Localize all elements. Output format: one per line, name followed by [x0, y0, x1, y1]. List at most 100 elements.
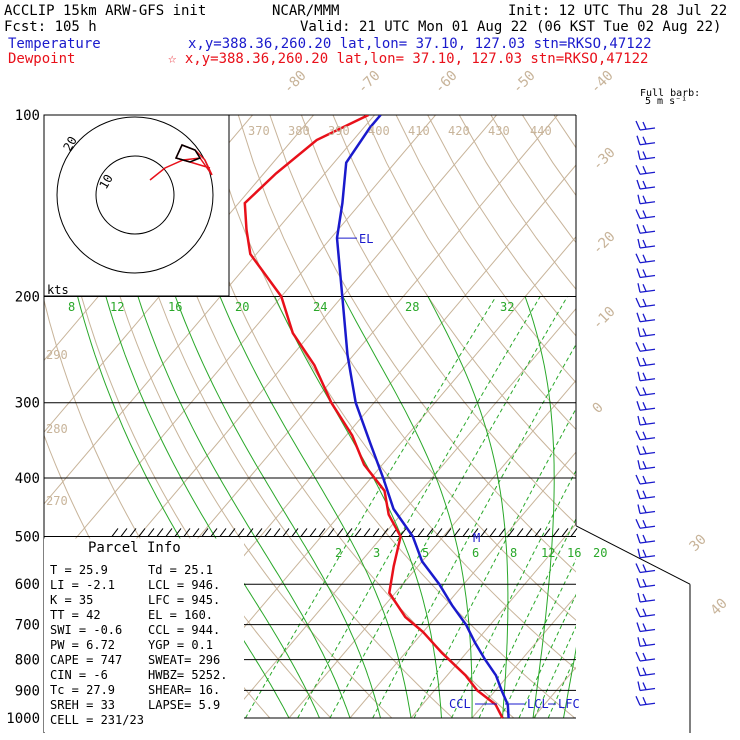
parcel-info-row: Td = 25.1 [148, 563, 213, 577]
parcel-info-row: YGP = 0.1 [148, 638, 213, 652]
wind-barb-flag [636, 578, 641, 588]
wind-barb-flag [642, 475, 647, 484]
wind-barb-flag [642, 696, 647, 705]
pressure-tick-label: 100 [15, 108, 40, 124]
wind-barb [639, 481, 656, 485]
wind-barb [639, 437, 656, 441]
wind-barb-flag [642, 224, 647, 233]
wind-barb [639, 628, 656, 633]
hatch-mark [309, 528, 317, 537]
wind-barb [639, 422, 656, 426]
pressure-tick-label: 700 [15, 618, 40, 634]
hatch-mark [570, 528, 578, 537]
pressure-tick-label: 1000 [6, 711, 40, 727]
wind-barb [639, 496, 656, 500]
wind-barb-flag [636, 224, 641, 234]
wind-barb-flag [636, 312, 641, 322]
wind-barb-flag [642, 195, 647, 204]
wind-barb-flag [636, 445, 641, 455]
wind-barb-flag [637, 371, 641, 381]
wind-barb [639, 540, 656, 544]
hodograph-ring-outer [56, 116, 214, 274]
wind-barb-flag [642, 505, 647, 513]
isotherm-line [594, 115, 740, 718]
barb-key-title: Full barb: [640, 88, 700, 99]
parcel-info-row: LAPSE= 5.9 [148, 698, 220, 712]
wind-barb-flag [642, 534, 647, 543]
dry-adiabat-line [79, 115, 393, 719]
theta-label: 440 [530, 124, 552, 138]
wind-barb-flag [637, 548, 641, 558]
wind-barb-flag [635, 474, 641, 485]
wind-barb [639, 156, 656, 161]
mixing-ratio-line [297, 296, 541, 719]
dry-adiabat-line [332, 115, 576, 478]
hatch-mark [417, 528, 425, 537]
mixing-ratio-label: 16 [168, 300, 182, 314]
wind-barb-flag [635, 563, 641, 573]
wind-barb [639, 599, 656, 603]
isotherm-line [410, 523, 576, 719]
wind-barb-flag [642, 416, 647, 425]
mixing-ratio-label: 20 [235, 300, 249, 314]
parcel-info-row: SWEAT= 296 [148, 653, 220, 667]
mixing-ratio-label: 3 [373, 546, 380, 560]
parcel-info-row: PW = 6.72 [50, 638, 115, 652]
hatch-mark [543, 528, 551, 537]
hatch-mark [480, 528, 488, 537]
hatch-mark [183, 528, 191, 537]
wind-barb [639, 510, 656, 515]
wind-barb-flag [635, 607, 641, 618]
parcel-info-row: CIN = -6 [50, 668, 108, 682]
wind-barb-flag [637, 681, 641, 691]
wind-barb-flag [635, 297, 641, 308]
mixing-ratio-label: 8 [510, 546, 517, 560]
mixing-ratio-label: 5 [422, 546, 429, 560]
mixing-ratio-line [534, 625, 576, 719]
wind-barb-flag [635, 209, 641, 219]
wind-barb-flag [642, 165, 647, 174]
hatch-mark [111, 528, 119, 537]
mixing-ratio-line [245, 296, 497, 719]
dry-adiabat-line [649, 115, 740, 718]
dry-adiabat-line [269, 115, 576, 573]
wind-barb-flag [642, 269, 647, 277]
wind-barb-flag [637, 238, 641, 249]
wind-barb-flag [642, 578, 647, 587]
isotherm-label: 40 [708, 596, 731, 619]
wind-barb [639, 274, 656, 279]
wind-barb [639, 245, 656, 249]
wind-barb-flag [636, 135, 641, 145]
mixing-ratio-label: 28 [405, 300, 419, 314]
parcel-info-row: SHEAR= 16. [148, 683, 220, 697]
dry-adiabat-line [395, 115, 576, 384]
wind-barb-flag [642, 401, 647, 410]
theta-label: 380 [288, 124, 310, 138]
ccl-marker: CCL [449, 697, 471, 711]
wind-barb-flag [642, 239, 647, 248]
isotherm-line [44, 115, 436, 577]
parcel-info-row: LI = -2.1 [50, 578, 115, 592]
hatch-mark [435, 528, 443, 537]
wind-barb-flag [642, 357, 647, 366]
hatch-mark [507, 528, 515, 537]
parcel-info-box [44, 538, 244, 732]
model-title: ACCLIP 15km ARW-GFS init [4, 3, 206, 19]
pressure-tick-label: 200 [15, 290, 40, 306]
wind-barb-flag [637, 327, 641, 337]
parcel-info-row: CCL = 944. [148, 623, 220, 637]
hatch-mark [426, 528, 434, 537]
dry-adiabat-line [617, 115, 740, 718]
hodograph-units: kts [47, 283, 69, 297]
theta-label: 400 [368, 124, 390, 138]
moist-adiabat-line [563, 646, 576, 719]
temperature-legend: Temperature [8, 36, 101, 52]
dewpoint-legend: Dewpoint [8, 51, 75, 67]
theta-label: 410 [408, 124, 430, 138]
wind-barb-flag [636, 622, 641, 632]
dry-adiabat-line [586, 115, 740, 718]
wind-barb [639, 142, 656, 146]
isotherm-label: -50 [510, 68, 539, 97]
wind-barb [639, 378, 656, 382]
wind-barb [639, 569, 656, 574]
